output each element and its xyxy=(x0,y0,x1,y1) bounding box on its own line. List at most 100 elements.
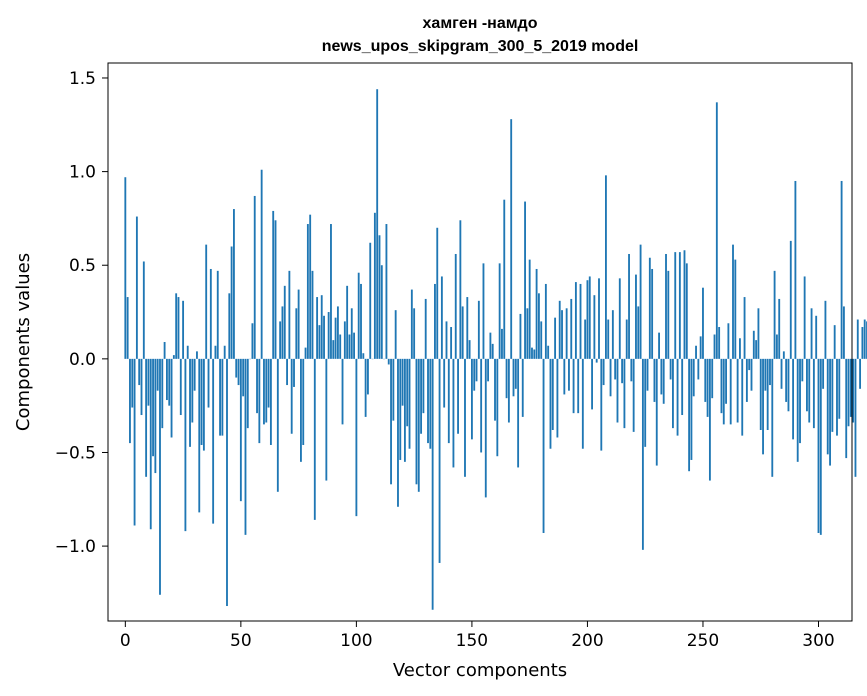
bar xyxy=(364,358,367,417)
chart-title-line1: хамген -намдо xyxy=(423,15,538,32)
bar xyxy=(775,334,778,359)
bar xyxy=(263,358,265,425)
bar xyxy=(607,319,610,359)
bar xyxy=(565,308,568,359)
bar xyxy=(357,272,360,359)
bar xyxy=(237,358,240,386)
bar xyxy=(269,358,272,445)
bar xyxy=(140,358,143,416)
bar xyxy=(302,358,305,445)
bar xyxy=(219,358,221,436)
bar xyxy=(547,345,550,359)
bar xyxy=(611,310,614,359)
bar xyxy=(692,358,695,397)
bar xyxy=(304,347,307,359)
bar xyxy=(346,285,349,359)
bar xyxy=(683,250,686,359)
bar xyxy=(725,358,727,404)
bar xyxy=(514,358,517,389)
bar xyxy=(584,319,587,359)
bar xyxy=(230,246,233,359)
bar xyxy=(856,319,859,359)
bar xyxy=(605,175,607,359)
bar xyxy=(380,265,383,359)
bar xyxy=(450,327,453,359)
bar xyxy=(808,358,811,423)
bar xyxy=(221,358,224,436)
bar xyxy=(782,351,785,359)
bar xyxy=(353,332,355,359)
bar xyxy=(505,358,508,399)
bar xyxy=(138,358,141,386)
bar xyxy=(704,358,707,402)
bar xyxy=(154,358,157,474)
bar xyxy=(228,293,231,359)
bar xyxy=(168,358,171,406)
bar xyxy=(685,263,688,359)
bar xyxy=(473,358,476,391)
bar xyxy=(288,270,291,359)
bar xyxy=(408,358,411,449)
bar xyxy=(348,334,351,359)
bar xyxy=(849,358,852,417)
bar xyxy=(635,274,637,359)
bar xyxy=(214,345,217,359)
bar xyxy=(660,358,663,395)
bar xyxy=(172,355,175,359)
bar xyxy=(417,358,420,492)
bar xyxy=(258,358,261,444)
bar xyxy=(131,358,134,408)
bar xyxy=(330,224,332,359)
bar xyxy=(736,358,739,423)
bar xyxy=(494,358,496,421)
bar xyxy=(773,270,776,359)
bar xyxy=(829,358,831,466)
bar xyxy=(840,180,843,359)
x-tick-label: 100 xyxy=(340,631,372,651)
bar xyxy=(810,308,813,359)
bar xyxy=(507,358,510,423)
bar xyxy=(644,358,647,447)
bar xyxy=(279,321,282,359)
bar xyxy=(653,358,656,402)
bar xyxy=(477,300,480,359)
bar xyxy=(727,323,730,359)
bar xyxy=(339,334,342,359)
bar xyxy=(300,358,302,462)
bar xyxy=(242,358,245,397)
bar xyxy=(196,351,198,359)
bar xyxy=(152,358,154,457)
bar xyxy=(385,224,388,359)
bar xyxy=(528,259,531,359)
bar xyxy=(182,300,185,359)
bar xyxy=(618,278,621,359)
bar xyxy=(803,276,806,359)
bar xyxy=(341,358,344,425)
bar xyxy=(309,214,312,359)
bar xyxy=(561,310,563,359)
bar xyxy=(708,358,711,481)
bar xyxy=(376,89,379,359)
bar xyxy=(688,358,691,472)
bar xyxy=(267,358,270,408)
bar xyxy=(845,358,848,459)
bar xyxy=(669,358,672,380)
bar xyxy=(570,298,573,359)
bar xyxy=(440,276,443,359)
bar xyxy=(621,358,624,384)
bar xyxy=(757,308,760,359)
bar xyxy=(718,327,721,359)
bar xyxy=(554,317,557,359)
bar xyxy=(443,358,446,408)
bar xyxy=(852,358,855,423)
bar xyxy=(667,270,670,359)
bar xyxy=(665,253,667,359)
bar xyxy=(274,220,277,359)
bar xyxy=(715,102,718,359)
bar xyxy=(695,345,697,359)
bar xyxy=(452,358,455,468)
bar xyxy=(697,358,700,380)
bar xyxy=(734,259,737,359)
bar xyxy=(519,313,522,359)
bar xyxy=(801,358,804,382)
